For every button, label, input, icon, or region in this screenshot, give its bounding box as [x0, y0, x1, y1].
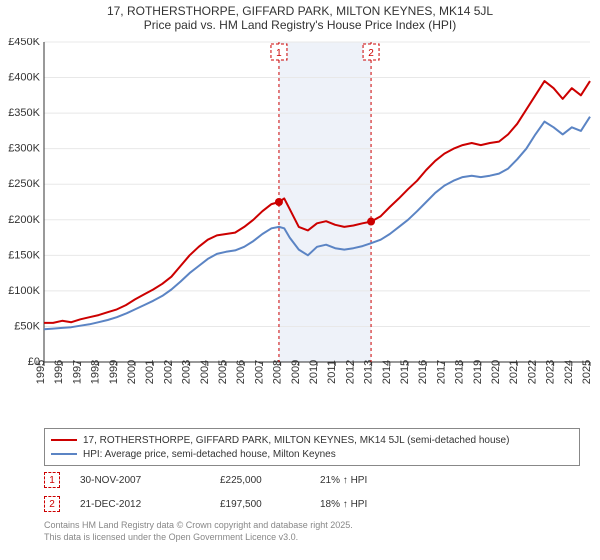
- footnotes: Contains HM Land Registry data © Crown c…: [44, 520, 580, 543]
- svg-text:2020: 2020: [490, 360, 502, 384]
- event-date: 21-DEC-2012: [80, 499, 220, 510]
- svg-text:2021: 2021: [508, 360, 520, 384]
- legend-swatch: [51, 439, 77, 441]
- svg-text:2014: 2014: [381, 360, 393, 384]
- svg-text:£400K: £400K: [8, 72, 40, 84]
- svg-text:2016: 2016: [417, 360, 429, 384]
- svg-text:2012: 2012: [344, 360, 356, 384]
- svg-text:2008: 2008: [272, 360, 284, 384]
- svg-text:2018: 2018: [454, 360, 466, 384]
- event-price: £225,000: [220, 475, 320, 486]
- event-marker-icon: 1: [44, 472, 60, 488]
- svg-text:2006: 2006: [235, 360, 247, 384]
- chart-svg: £0£50K£100K£150K£200K£250K£300K£350K£400…: [0, 38, 600, 418]
- svg-text:2025: 2025: [581, 360, 593, 384]
- svg-text:2007: 2007: [253, 360, 265, 384]
- event-marker-icon: 2: [44, 496, 60, 512]
- chart-area: £0£50K£100K£150K£200K£250K£300K£350K£400…: [0, 38, 600, 418]
- svg-text:2015: 2015: [399, 360, 411, 384]
- svg-text:1996: 1996: [53, 360, 65, 384]
- svg-text:£50K: £50K: [14, 320, 40, 332]
- svg-text:1: 1: [276, 48, 282, 59]
- sale-events: 1 30-NOV-2007 £225,000 21% ↑ HPI 2 21-DE…: [44, 468, 580, 516]
- legend-row-hpi: HPI: Average price, semi-detached house,…: [51, 447, 573, 461]
- chart-titles: 17, ROTHERSTHORPE, GIFFARD PARK, MILTON …: [0, 0, 600, 32]
- svg-text:£350K: £350K: [8, 107, 40, 119]
- svg-text:2010: 2010: [308, 360, 320, 384]
- svg-text:2013: 2013: [363, 360, 375, 384]
- svg-text:2009: 2009: [290, 360, 302, 384]
- svg-text:2005: 2005: [217, 360, 229, 384]
- title-sub: Price paid vs. HM Land Registry's House …: [0, 18, 600, 32]
- svg-text:2023: 2023: [545, 360, 557, 384]
- svg-text:£150K: £150K: [8, 249, 40, 261]
- svg-text:£100K: £100K: [8, 285, 40, 297]
- event-price: £197,500: [220, 499, 320, 510]
- svg-text:£250K: £250K: [8, 178, 40, 190]
- svg-text:2000: 2000: [126, 360, 138, 384]
- svg-text:2019: 2019: [472, 360, 484, 384]
- svg-text:2022: 2022: [526, 360, 538, 384]
- legend: 17, ROTHERSTHORPE, GIFFARD PARK, MILTON …: [44, 428, 580, 466]
- legend-label: HPI: Average price, semi-detached house,…: [83, 449, 336, 460]
- svg-text:1997: 1997: [71, 360, 83, 384]
- event-delta: 21% ↑ HPI: [320, 475, 440, 486]
- svg-text:£450K: £450K: [8, 38, 40, 48]
- footnote-copyright: Contains HM Land Registry data © Crown c…: [44, 520, 580, 532]
- legend-label: 17, ROTHERSTHORPE, GIFFARD PARK, MILTON …: [83, 435, 509, 446]
- svg-text:£200K: £200K: [8, 214, 40, 226]
- footnote-licence: This data is licensed under the Open Gov…: [44, 532, 580, 544]
- svg-text:1998: 1998: [90, 360, 102, 384]
- svg-text:2017: 2017: [435, 360, 447, 384]
- svg-text:1995: 1995: [35, 360, 47, 384]
- svg-text:2002: 2002: [162, 360, 174, 384]
- svg-text:2001: 2001: [144, 360, 156, 384]
- svg-text:2003: 2003: [181, 360, 193, 384]
- event-date: 30-NOV-2007: [80, 475, 220, 486]
- svg-text:2: 2: [368, 48, 374, 59]
- svg-text:1999: 1999: [108, 360, 120, 384]
- event-delta: 18% ↑ HPI: [320, 499, 440, 510]
- title-main: 17, ROTHERSTHORPE, GIFFARD PARK, MILTON …: [0, 4, 600, 18]
- event-row: 2 21-DEC-2012 £197,500 18% ↑ HPI: [44, 492, 580, 516]
- svg-text:£300K: £300K: [8, 143, 40, 155]
- svg-text:2011: 2011: [326, 360, 338, 384]
- svg-text:2004: 2004: [199, 360, 211, 384]
- svg-text:2024: 2024: [563, 360, 575, 384]
- legend-row-property: 17, ROTHERSTHORPE, GIFFARD PARK, MILTON …: [51, 433, 573, 447]
- event-row: 1 30-NOV-2007 £225,000 21% ↑ HPI: [44, 468, 580, 492]
- legend-swatch: [51, 453, 77, 455]
